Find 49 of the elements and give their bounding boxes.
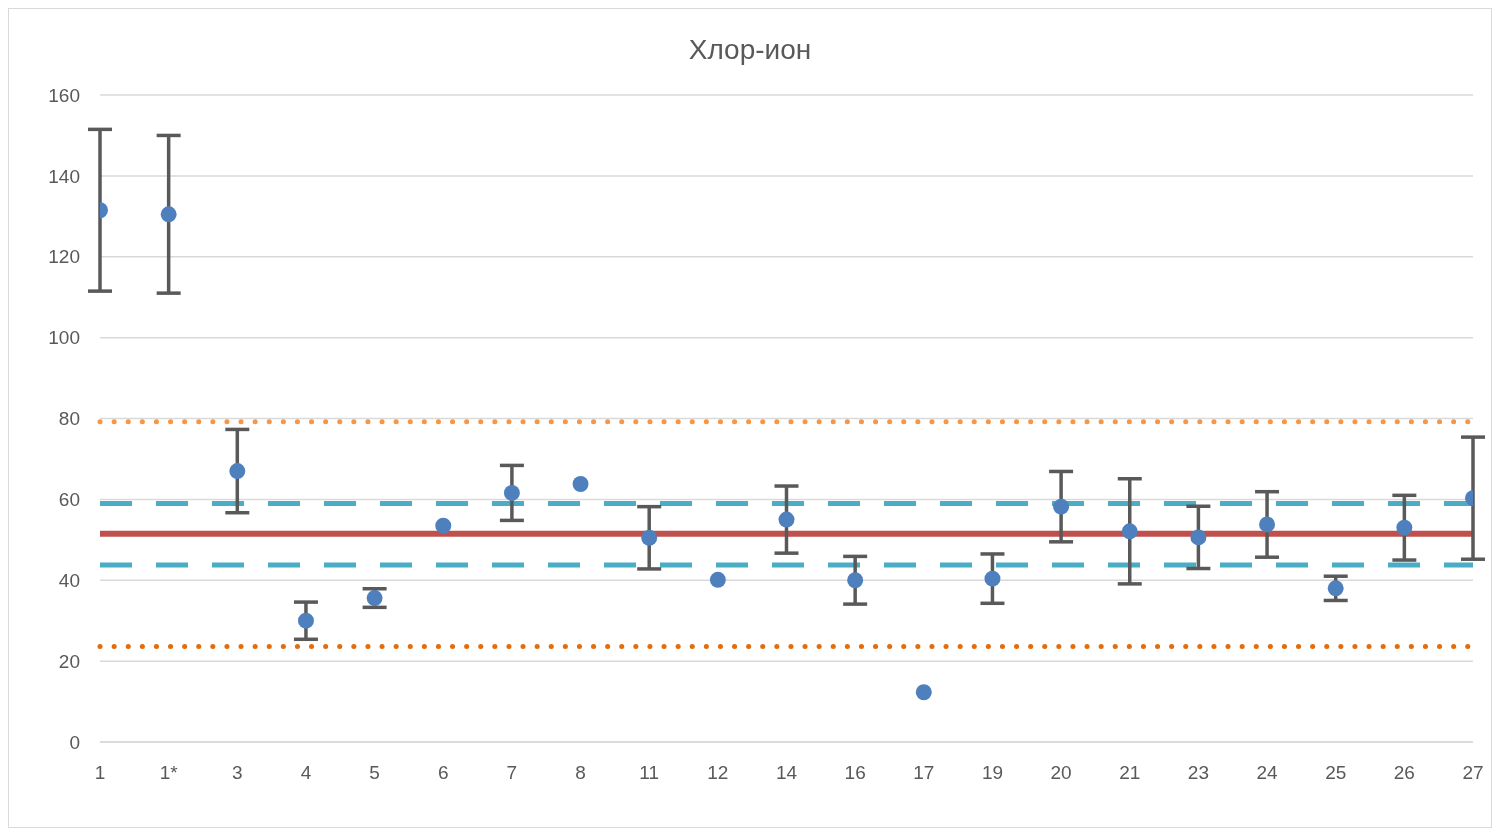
point: [709, 571, 726, 588]
y-tick-label: 0: [69, 731, 80, 753]
point: [160, 206, 177, 223]
y-tick-label: 120: [48, 246, 80, 268]
x-tick-label: 5: [369, 762, 380, 784]
point: [435, 517, 452, 534]
y-tick-label: 40: [58, 569, 80, 591]
y-tick-label: 20: [58, 650, 80, 672]
x-tick-label: 23: [1187, 762, 1209, 784]
x-tick-label: 16: [844, 762, 866, 784]
y-tick-label: 60: [58, 489, 80, 511]
point: [915, 684, 932, 701]
chart-title: Хлор-ион: [687, 34, 813, 66]
x-tick-label: 24: [1256, 762, 1279, 784]
point: [778, 511, 795, 528]
x-tick-label: 1*: [159, 762, 179, 784]
point: [572, 476, 589, 492]
x-tick-label: 7: [506, 762, 518, 784]
x-tick-label: 14: [775, 762, 798, 784]
x-tick-label: 17: [913, 762, 935, 784]
x-tick-label: 20: [1050, 762, 1072, 784]
x-tick-label: 26: [1393, 762, 1415, 784]
x-tick-label: 11: [639, 762, 660, 784]
y-tick-label: 80: [58, 408, 80, 430]
point: [503, 484, 520, 501]
x-tick-label: 19: [981, 762, 1004, 784]
x-tick-label: 6: [437, 762, 449, 784]
x-tick-label: 25: [1325, 762, 1347, 784]
point: [984, 570, 1001, 587]
x-tick-label: 27: [1462, 762, 1484, 784]
point: [1396, 519, 1413, 536]
point: [1053, 498, 1070, 515]
x-tick-label: 8: [575, 762, 586, 784]
y-tick-label: 100: [48, 327, 80, 349]
point: [1327, 580, 1344, 597]
x-tick-label: 21: [1119, 762, 1141, 784]
point: [229, 463, 246, 480]
x-tick-label: 12: [707, 762, 729, 784]
point: [1259, 516, 1276, 533]
point: [641, 529, 658, 546]
y-tick-label: 160: [48, 84, 80, 106]
point: [847, 572, 864, 589]
x-tick-label: 1: [94, 762, 106, 784]
point: [1190, 529, 1207, 546]
x-tick-label: 4: [300, 762, 312, 784]
point: [297, 612, 314, 629]
x-tick-label: 3: [232, 762, 243, 784]
point: [1121, 523, 1138, 540]
y-tick-label: 140: [48, 165, 80, 187]
